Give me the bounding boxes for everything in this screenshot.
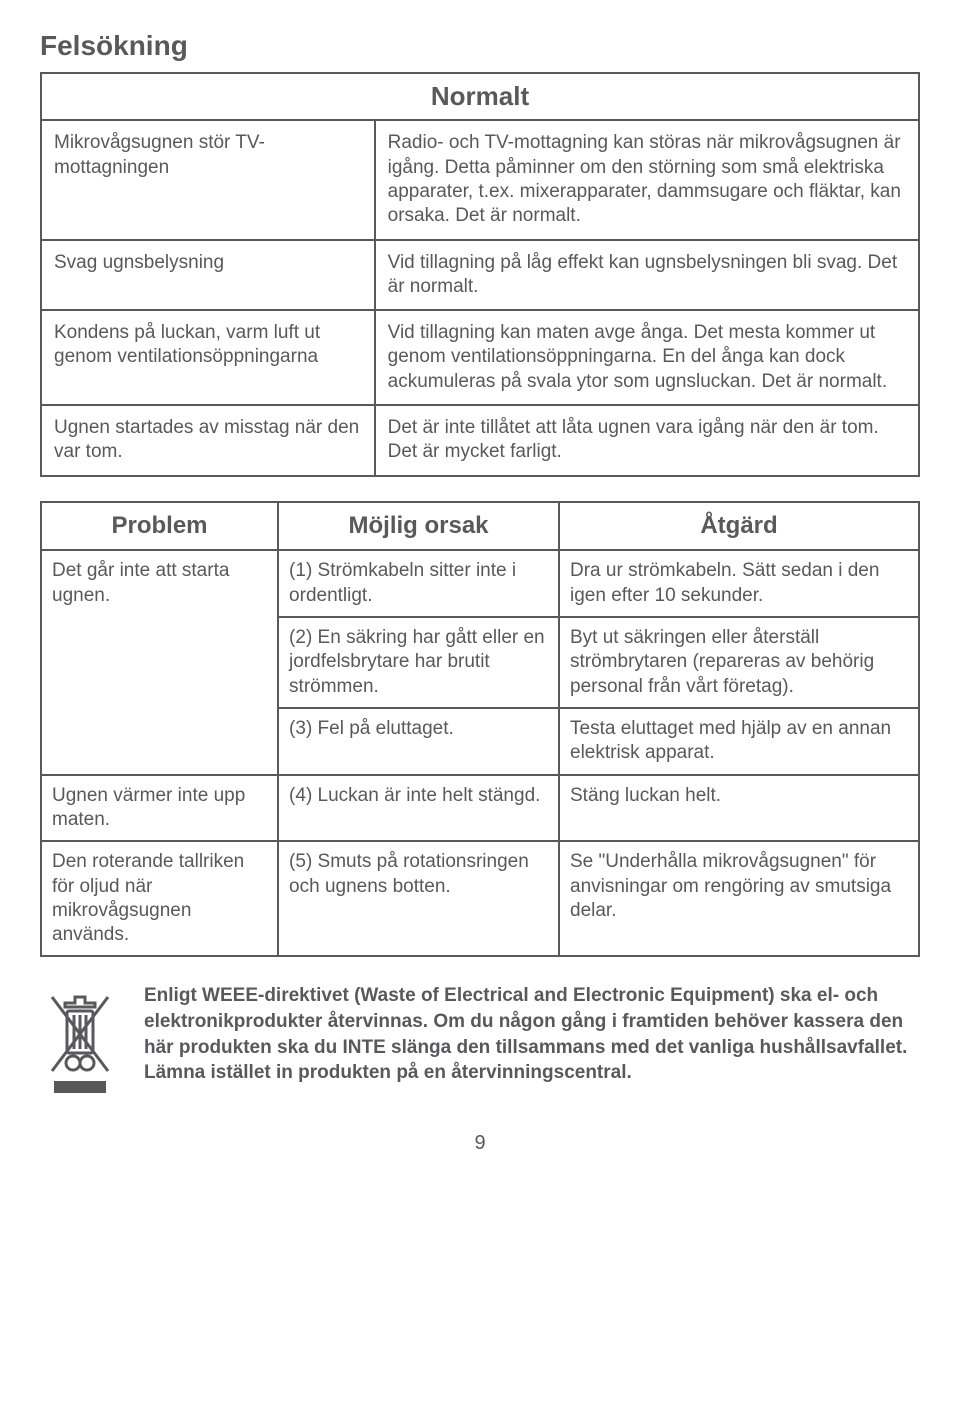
table-row: Ugnen startades av misstag när den var t…	[41, 405, 375, 476]
table-row: (2) En säkring har gått eller en jordfel…	[278, 617, 559, 708]
col-header-problem: Problem	[41, 502, 278, 551]
footer: Enligt WEEE-direktivet (Waste of Electri…	[40, 983, 920, 1104]
table-row: Kondens på luckan, varm luft ut genom ve…	[41, 310, 375, 405]
table-row: Byt ut säkringen eller återställ strömbr…	[559, 617, 919, 708]
normal-table: Normalt Mikrovågsugnen stör TV-mottagnin…	[40, 72, 920, 477]
page-title: Felsökning	[40, 30, 920, 62]
page-number: 9	[40, 1132, 920, 1155]
table-row: Mikrovågsugnen stör TV-mottagningen	[41, 120, 375, 239]
problem-table: Problem Möjlig orsak Åtgärd Det går inte…	[40, 501, 920, 958]
table-row: (3) Fel på eluttaget.	[278, 708, 559, 775]
table-row: Stäng luckan helt.	[559, 775, 919, 842]
table-row: Vid tillagning på låg effekt kan ugnsbel…	[375, 240, 919, 311]
col-header-cause: Möjlig orsak	[278, 502, 559, 551]
table-row: Den roterande tallriken för oljud när mi…	[41, 841, 278, 956]
table-row: Ugnen värmer inte upp maten.	[41, 775, 278, 842]
footer-text: Enligt WEEE-direktivet (Waste of Electri…	[144, 983, 920, 1086]
normal-header: Normalt	[41, 73, 919, 120]
weee-bin-icon	[40, 989, 120, 1104]
table-row: Dra ur strömkabeln. Sätt sedan i den ige…	[559, 550, 919, 617]
table-row: (5) Smuts på rotationsringen och ugnens …	[278, 841, 559, 956]
table-row: (4) Luckan är inte helt stängd.	[278, 775, 559, 842]
table-row: Det är inte tillåtet att låta ugnen vara…	[375, 405, 919, 476]
table-row: Se "Underhålla mikrovågsugnen" för anvis…	[559, 841, 919, 956]
table-row: Svag ugnsbelysning	[41, 240, 375, 311]
table-row: Vid tillagning kan maten avge ånga. Det …	[375, 310, 919, 405]
table-row: (1) Strömkabeln sitter inte i ordentligt…	[278, 550, 559, 617]
table-row: Testa eluttaget med hjälp av en annan el…	[559, 708, 919, 775]
table-row: Radio- och TV-mottagning kan störas när …	[375, 120, 919, 239]
col-header-remedy: Åtgärd	[559, 502, 919, 551]
table-row: Det går inte att starta ugnen.	[41, 550, 278, 774]
